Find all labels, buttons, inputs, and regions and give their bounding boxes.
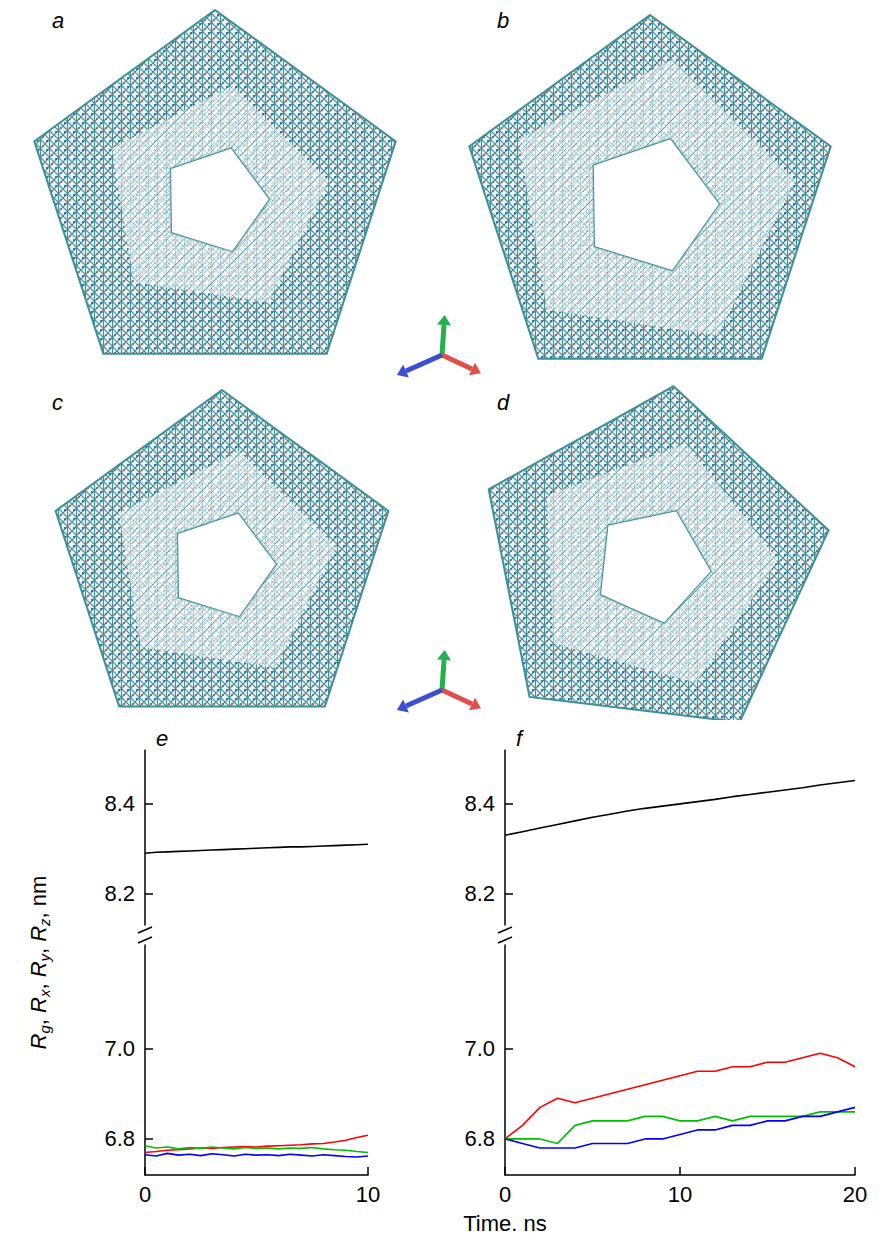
- svg-text:6.8: 6.8: [104, 1126, 135, 1151]
- svg-text:b: b: [497, 8, 509, 33]
- svg-text:8.4: 8.4: [104, 791, 135, 816]
- svg-text:e: e: [156, 726, 168, 751]
- svg-text:6.8: 6.8: [464, 1126, 495, 1151]
- svg-text:y: y: [36, 954, 53, 962]
- svg-text:7.0: 7.0: [464, 1036, 495, 1061]
- svg-text:,: ,: [26, 942, 51, 954]
- svg-text:f: f: [516, 726, 525, 751]
- svg-text:7.0: 7.0: [104, 1036, 135, 1061]
- svg-text:g: g: [36, 1025, 53, 1034]
- svg-text:8.2: 8.2: [464, 881, 495, 906]
- svg-text:8.2: 8.2: [104, 881, 135, 906]
- svg-text:,: ,: [26, 1013, 51, 1025]
- svg-text:z: z: [36, 918, 53, 926]
- svg-text:c: c: [52, 390, 63, 415]
- svg-text:, nm: , nm: [26, 876, 51, 919]
- svg-text:10: 10: [356, 1182, 380, 1207]
- svg-text:Time. ns: Time. ns: [463, 1211, 547, 1236]
- svg-text:20: 20: [843, 1182, 867, 1207]
- svg-text:10: 10: [668, 1182, 692, 1207]
- svg-text:0: 0: [499, 1182, 511, 1207]
- svg-text:d: d: [497, 390, 510, 415]
- svg-text:a: a: [52, 8, 64, 33]
- svg-text:8.4: 8.4: [464, 791, 495, 816]
- svg-text:R: R: [26, 1033, 51, 1049]
- svg-text:R: R: [26, 997, 51, 1013]
- svg-text:,: ,: [26, 977, 51, 989]
- svg-text:R: R: [26, 926, 51, 942]
- svg-text:R: R: [26, 961, 51, 977]
- svg-text:x: x: [36, 989, 53, 998]
- svg-text:0: 0: [139, 1182, 151, 1207]
